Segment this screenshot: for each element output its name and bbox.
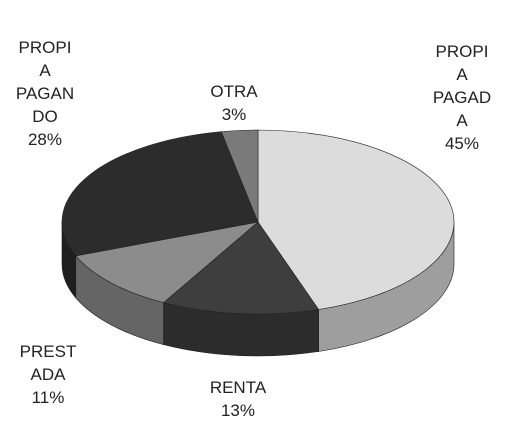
slice-label: OTRA 3%	[210, 80, 257, 126]
slice	[257, 129, 455, 310]
slice-side-shade	[318, 222, 454, 352]
value-label: 45%	[444, 134, 480, 153]
value-label: 3%	[221, 105, 247, 124]
category-label: PREST ADA	[19, 342, 77, 384]
slice-label: PROPI A PAGAN DO 28%	[16, 36, 74, 151]
slice-label: RENTA 13%	[210, 376, 266, 422]
slice	[220, 129, 259, 223]
slice-label: PROPI A PAGAD A 45%	[433, 40, 491, 155]
category-label: PROPI A PAGAN DO	[15, 38, 75, 126]
slice-side-shade	[62, 222, 76, 298]
value-label: 11%	[31, 388, 65, 407]
value-label: 28%	[27, 130, 63, 149]
category-label: OTRA	[210, 82, 258, 101]
slice-side-shade	[75, 255, 164, 345]
category-label: PROPI A PAGAD A	[432, 42, 492, 130]
slice	[75, 221, 260, 303]
slice-side-shade	[163, 302, 319, 357]
slice-label: PREST ADA 11%	[20, 340, 77, 409]
slice	[162, 221, 320, 315]
category-label: RENTA	[209, 378, 267, 397]
slice	[61, 131, 259, 257]
value-label: 13%	[220, 401, 256, 420]
